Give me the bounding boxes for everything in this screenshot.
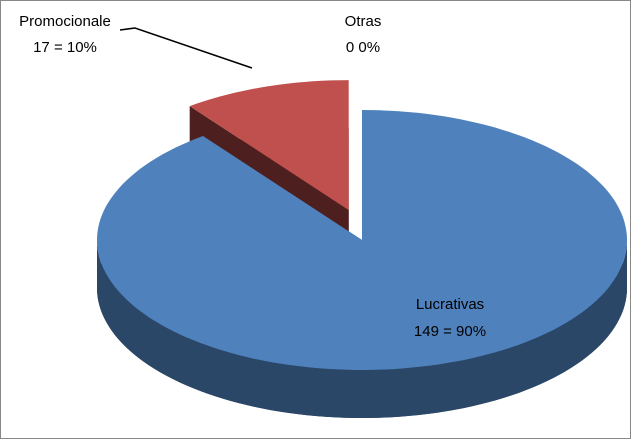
slice-top — [97, 110, 627, 370]
leader-line — [119, 27, 253, 69]
slice-top — [189, 80, 349, 211]
slice-value-label: 17 = 10% — [33, 39, 97, 56]
slice-label: Promocionale — [19, 13, 111, 30]
slice-label: Otras — [345, 13, 382, 30]
slice-value-label: 149 = 90% — [414, 323, 486, 340]
slice-side — [97, 240, 627, 418]
slice-label: Lucrativas — [416, 296, 484, 313]
slice-value-label: 0 0% — [346, 39, 380, 56]
